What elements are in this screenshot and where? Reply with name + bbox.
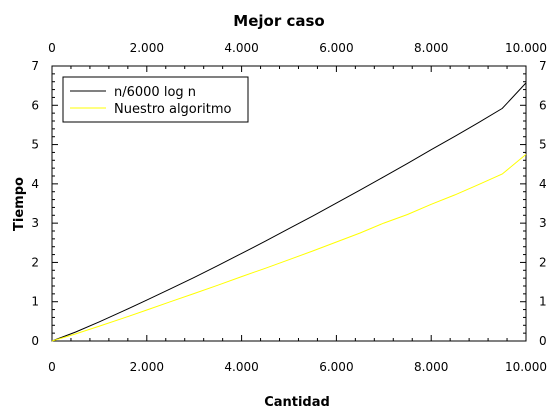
legend: n/6000 log n Nuestro algoritmo xyxy=(62,76,249,123)
x-axis: 0 0 2.000 2.000 4.000 4.000 6.000 6.000 8.000 8.0… xyxy=(48,41,547,374)
x-tick-label-bottom: 2.000 xyxy=(130,360,164,374)
x-tick-label-bottom: 10.000 xyxy=(505,360,547,374)
legend-box xyxy=(62,76,249,123)
y-axis: 0 0 1 1 2 2 3 3 4 4 5 5 6 6 7 7 xyxy=(31,59,546,348)
chart-title: Mejor caso xyxy=(233,12,324,30)
legend-label-series-2: Nuestro algoritmo xyxy=(114,102,231,117)
y-tick-label-right: 3 xyxy=(539,216,547,230)
y-tick-label-right: 5 xyxy=(539,138,547,152)
series-layer xyxy=(51,82,527,342)
y-tick-label-left: 7 xyxy=(31,59,39,73)
x-tick-label-bottom: 4.000 xyxy=(224,360,258,374)
x-tick-label-top: 6.000 xyxy=(319,41,353,55)
y-tick-label-left: 5 xyxy=(31,138,39,152)
y-tick-label-right: 7 xyxy=(539,59,547,73)
x-tick-label-bottom: 8.000 xyxy=(414,360,448,374)
y-tick-label-right: 0 xyxy=(539,334,547,348)
y-tick-label-left: 4 xyxy=(31,177,39,191)
y-tick-label-left: 6 xyxy=(31,98,39,112)
y-tick-label-right: 6 xyxy=(539,98,547,112)
y-tick-label-left: 3 xyxy=(31,216,39,230)
y-tick-label-right: 2 xyxy=(539,255,547,269)
legend-label-series-1: n/6000 log n xyxy=(114,85,196,100)
y-axis-title: Tiempo xyxy=(12,177,27,231)
y-tick-label-left: 1 xyxy=(31,295,39,309)
plot-frame xyxy=(51,65,527,342)
x-tick-label-bottom: 6.000 xyxy=(319,360,353,374)
x-tick-label-top: 0 xyxy=(48,41,56,55)
y-tick-label-left: 2 xyxy=(31,255,39,269)
x-tick-label-top: 4.000 xyxy=(224,41,258,55)
x-tick-label-top: 10.000 xyxy=(505,41,547,55)
x-tick-label-top: 2.000 xyxy=(130,41,164,55)
y-tick-label-right: 1 xyxy=(539,295,547,309)
y-tick-label-left: 0 xyxy=(31,334,39,348)
y-tick-label-right: 4 xyxy=(539,177,547,191)
x-tick-label-bottom: 0 xyxy=(48,360,56,374)
series-line-1 xyxy=(51,82,527,342)
x-axis-title: Cantidad xyxy=(264,395,330,410)
series-line-2 xyxy=(51,154,527,342)
x-tick-label-top: 8.000 xyxy=(414,41,448,55)
